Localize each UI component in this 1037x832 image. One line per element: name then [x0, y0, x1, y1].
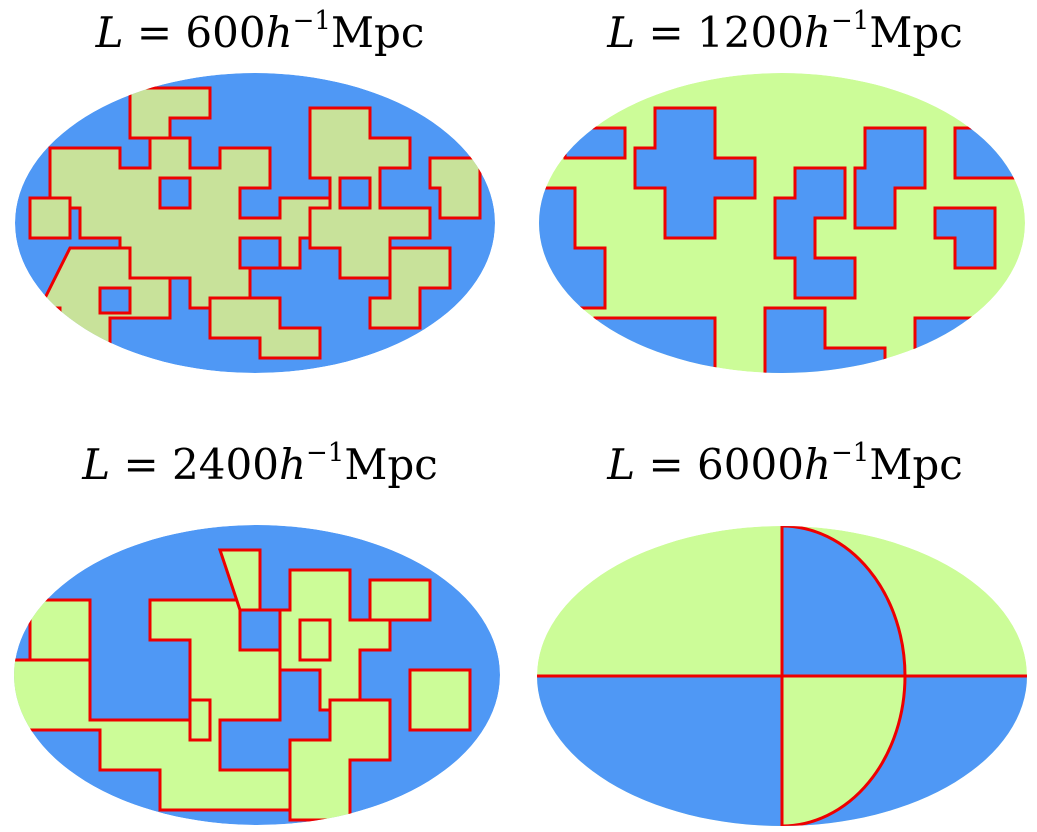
mollweide-map: [537, 526, 1027, 826]
panel-6000: L = 6000h−1Mpc: [535, 432, 1035, 832]
panel-2400: L = 2400h−1Mpc: [10, 432, 510, 832]
panel-1200: L = 1200h−1Mpc: [535, 0, 1035, 400]
panel-title: L = 2400h−1Mpc: [82, 438, 438, 489]
mollweide-map: [539, 73, 1025, 373]
panel-title: L = 600h−1Mpc: [95, 6, 425, 57]
panel-title: L = 1200h−1Mpc: [607, 6, 963, 57]
mollweide-map: [14, 525, 500, 825]
panel-600: L = 600h−1Mpc: [10, 0, 510, 400]
mollweide-map: [15, 73, 495, 373]
panel-title: L = 6000h−1Mpc: [607, 438, 963, 489]
